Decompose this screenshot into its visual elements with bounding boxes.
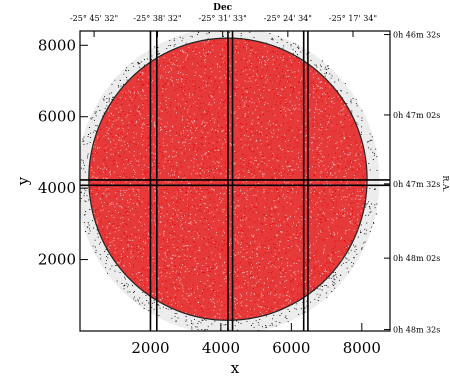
y-tick-label: 6000 bbox=[38, 108, 76, 126]
top-tick-label: -25° 45' 32" bbox=[70, 14, 118, 23]
right-tick-label: 0h 46m 32s bbox=[393, 31, 440, 40]
right-tick-label: 0h 47m 32s bbox=[393, 180, 440, 189]
y-tick-label: 2000 bbox=[38, 251, 76, 269]
top-tick-label: -25° 31' 33" bbox=[199, 14, 247, 23]
y-tick-label: 8000 bbox=[38, 36, 76, 54]
right-tick-label: 0h 47m 02s bbox=[393, 111, 440, 120]
right-axis-title: R.A. bbox=[441, 175, 450, 192]
right-tick-label: 0h 48m 32s bbox=[393, 326, 440, 335]
x-tick-label: 4000 bbox=[202, 339, 240, 357]
fov-points bbox=[80, 31, 378, 331]
right-tick-label: 0h 48m 02s bbox=[393, 254, 440, 263]
y-axis-title: y bbox=[14, 176, 32, 186]
x-tick-label: 2000 bbox=[131, 339, 169, 357]
x-axis-title: x bbox=[231, 359, 240, 377]
y-tick-label: 4000 bbox=[38, 179, 76, 197]
top-tick-label: -25° 17' 34" bbox=[329, 14, 377, 23]
top-tick-label: -25° 38' 32" bbox=[133, 14, 181, 23]
top-axis-title: Dec bbox=[213, 3, 233, 13]
top-tick-label: -25° 24' 34" bbox=[264, 14, 312, 23]
x-tick-label: 6000 bbox=[272, 339, 310, 357]
plot-frame bbox=[79, 30, 391, 332]
selected-points bbox=[89, 37, 368, 320]
x-tick-label: 8000 bbox=[343, 339, 381, 357]
selected-texture bbox=[89, 39, 368, 321]
